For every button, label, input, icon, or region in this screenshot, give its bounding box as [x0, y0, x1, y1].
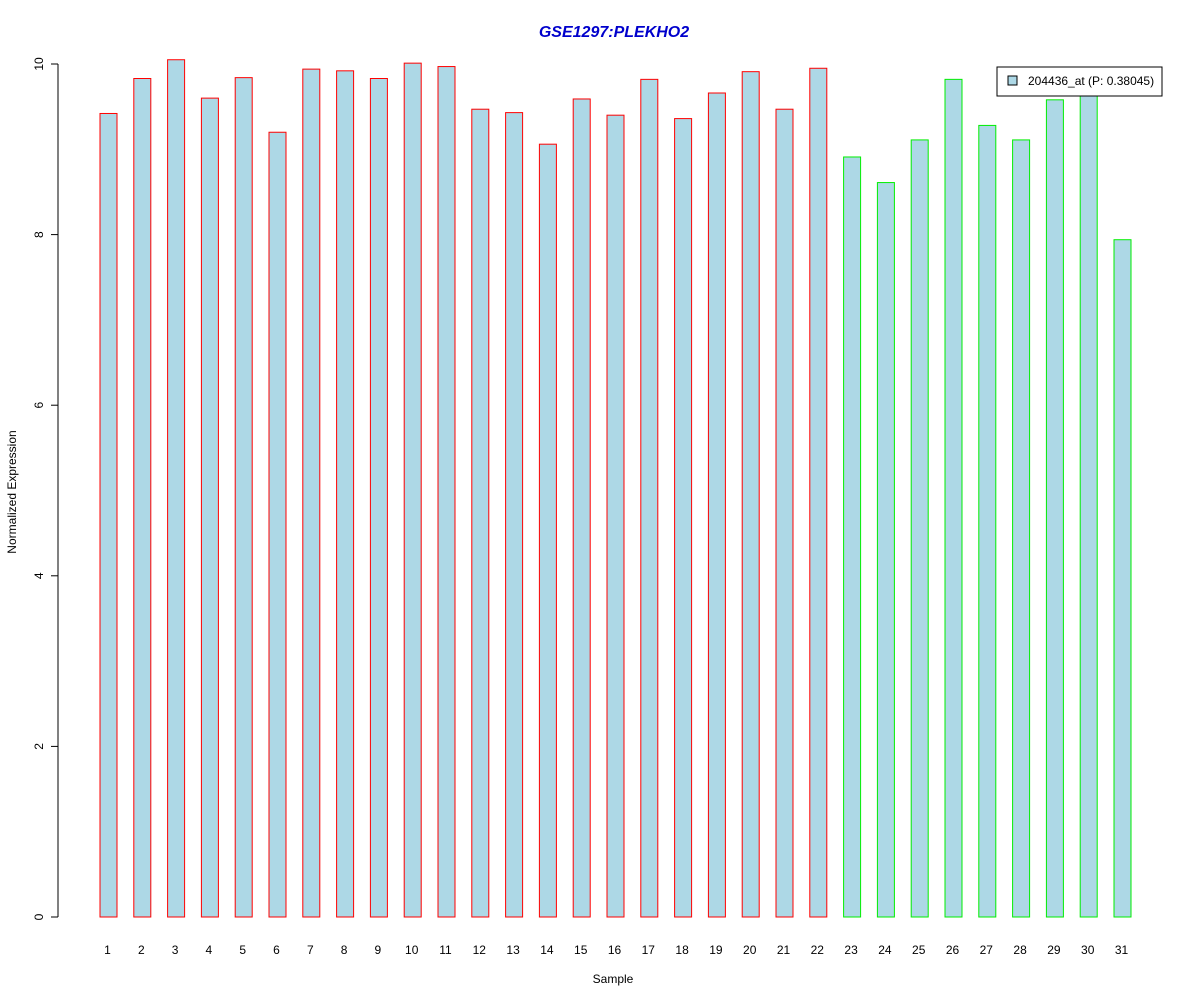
- bars: [99, 59, 1132, 918]
- x-tick-label: 30: [1081, 943, 1095, 957]
- bar: [809, 67, 828, 918]
- x-axis-label: Sample: [593, 972, 634, 986]
- x-tick-labels: 1 2 3 4 5 6 7 8 9 10 11 12 13 14 15 16 17 18 19 20 21 22 23 24 2…: [104, 943, 1128, 957]
- x-tick-label: 13: [506, 943, 520, 957]
- x-tick-label: 15: [574, 943, 588, 957]
- bar: [674, 118, 693, 918]
- y-axis: 0 2 4 6 8 10: [32, 57, 59, 920]
- legend: 204436_at (P: 0.38045): [996, 66, 1163, 97]
- bar: [1045, 99, 1064, 918]
- bar: [471, 108, 490, 918]
- x-tick-label: 16: [608, 943, 622, 957]
- x-tick-label: 7: [307, 943, 314, 957]
- x-tick-label: 11: [439, 943, 452, 957]
- x-tick-label: 1: [104, 943, 111, 957]
- bar: [707, 92, 726, 918]
- bar: [505, 112, 524, 918]
- x-tick-label: 9: [375, 943, 382, 957]
- y-tick-label: 0: [32, 913, 46, 920]
- x-tick-label: 20: [743, 943, 757, 957]
- x-tick-label: 28: [1013, 943, 1027, 957]
- x-tick-label: 10: [405, 943, 419, 957]
- x-tick-label: 6: [273, 943, 280, 957]
- bar: [200, 97, 219, 918]
- bar: [437, 66, 456, 918]
- legend-box: [996, 66, 1163, 97]
- y-tick-label: 6: [32, 402, 46, 409]
- x-tick-label: 21: [777, 943, 791, 957]
- bar: [403, 62, 422, 918]
- bar: [133, 78, 152, 918]
- x-tick-label: 4: [206, 943, 213, 957]
- bar: [538, 143, 557, 918]
- bar: [741, 71, 760, 918]
- x-tick-label: 12: [473, 943, 487, 957]
- legend-swatch: [1007, 75, 1018, 86]
- chart-title: GSE1297:PLEKHO2: [539, 24, 689, 41]
- bar: [572, 98, 591, 918]
- bar: [167, 59, 186, 918]
- y-tick-label: 8: [32, 231, 46, 238]
- bar: [606, 114, 625, 918]
- x-tick-label: 26: [946, 943, 960, 957]
- bar: [336, 70, 355, 918]
- x-tick-label: 2: [138, 943, 145, 957]
- x-tick-label: 5: [239, 943, 246, 957]
- bar: [910, 139, 929, 918]
- bar: [944, 78, 963, 918]
- bar: [775, 108, 794, 918]
- bar: [843, 156, 862, 918]
- y-axis-label: Normalized Expression: [5, 430, 19, 553]
- bar: [302, 68, 321, 918]
- x-tick-label: 17: [642, 943, 656, 957]
- y-tick-label: 10: [32, 57, 46, 71]
- bar: [1113, 239, 1132, 918]
- x-tick-label: 14: [540, 943, 554, 957]
- bar: [1012, 139, 1031, 918]
- x-tick-label: 3: [172, 943, 179, 957]
- x-tick-label: 31: [1115, 943, 1129, 957]
- bar: [234, 77, 253, 918]
- x-tick-label: 23: [844, 943, 858, 957]
- legend-label: 204436_at (P: 0.38045): [1028, 74, 1154, 88]
- bar: [99, 112, 118, 918]
- bar: [1079, 93, 1098, 918]
- x-tick-label: 24: [878, 943, 892, 957]
- bar: [978, 124, 997, 918]
- x-tick-label: 22: [811, 943, 825, 957]
- bar: [640, 78, 659, 918]
- bar: [268, 131, 287, 918]
- bar: [369, 78, 388, 918]
- x-tick-label: 18: [675, 943, 689, 957]
- x-tick-label: 29: [1047, 943, 1061, 957]
- y-tick-label: 2: [32, 743, 46, 750]
- x-tick-label: 8: [341, 943, 348, 957]
- x-tick-label: 27: [980, 943, 994, 957]
- bar: [876, 182, 895, 918]
- x-tick-label: 19: [709, 943, 723, 957]
- y-tick-label: 4: [32, 572, 46, 579]
- x-tick-label: 25: [912, 943, 926, 957]
